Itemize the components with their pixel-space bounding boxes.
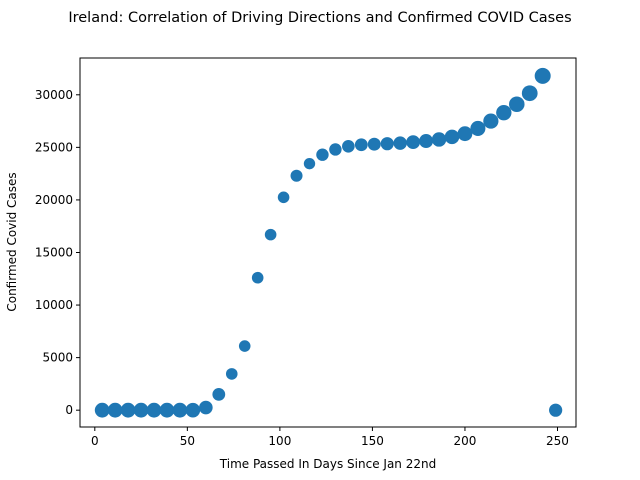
data-point bbox=[290, 169, 303, 182]
x-axis-ticks: 0 50 100 150 200 250 bbox=[91, 427, 569, 448]
x-tick-label: 50 bbox=[180, 434, 195, 448]
x-tick-label: 150 bbox=[361, 434, 384, 448]
y-tick-label: 15000 bbox=[35, 245, 73, 259]
x-tick-label: 100 bbox=[268, 434, 291, 448]
data-point bbox=[342, 139, 355, 153]
y-axis-label: Confirmed Covid Cases bbox=[5, 172, 19, 311]
data-point bbox=[146, 402, 162, 418]
data-point bbox=[393, 136, 407, 150]
data-point bbox=[277, 191, 290, 204]
data-point bbox=[107, 402, 123, 418]
data-point bbox=[212, 388, 226, 401]
data-point bbox=[549, 403, 563, 417]
data-point bbox=[225, 368, 238, 380]
x-tick-label: 200 bbox=[454, 434, 477, 448]
data-point bbox=[534, 67, 551, 84]
data-point bbox=[94, 402, 110, 418]
x-axis-label: Time Passed In Days Since Jan 22nd bbox=[219, 457, 436, 471]
x-tick-label: 0 bbox=[91, 434, 99, 448]
data-point bbox=[185, 402, 201, 418]
data-point bbox=[159, 402, 175, 418]
y-tick-label: 20000 bbox=[35, 193, 73, 207]
data-point bbox=[133, 402, 149, 418]
data-point bbox=[238, 340, 251, 352]
data-point bbox=[457, 126, 473, 142]
data-point bbox=[199, 400, 213, 415]
data-point bbox=[509, 96, 525, 113]
data-point bbox=[316, 148, 329, 161]
data-point bbox=[470, 120, 486, 136]
y-tick-label: 25000 bbox=[35, 140, 73, 154]
data-point bbox=[496, 104, 512, 121]
data-point bbox=[406, 135, 421, 149]
plot-frame bbox=[79, 57, 577, 428]
y-tick-label: 5000 bbox=[42, 351, 73, 365]
data-point bbox=[303, 157, 316, 170]
data-point bbox=[431, 132, 447, 147]
data-point bbox=[380, 137, 394, 151]
y-axis-ticks: 0 5000 10000 15000 20000 25000 30000 bbox=[35, 88, 80, 417]
y-tick-label: 10000 bbox=[35, 298, 73, 312]
y-tick-label: 0 bbox=[65, 403, 73, 417]
data-point bbox=[120, 402, 136, 418]
data-point bbox=[329, 143, 342, 156]
data-point bbox=[264, 228, 277, 241]
x-tick-label: 250 bbox=[546, 434, 569, 448]
data-point bbox=[419, 134, 434, 149]
chart-title: Ireland: Correlation of Driving Directio… bbox=[68, 10, 571, 26]
data-point bbox=[354, 138, 368, 152]
data-point bbox=[172, 402, 188, 418]
data-point bbox=[483, 113, 499, 129]
data-point bbox=[521, 85, 538, 102]
data-point bbox=[444, 129, 460, 145]
data-point bbox=[251, 271, 264, 284]
y-tick-label: 30000 bbox=[35, 88, 73, 102]
data-point bbox=[367, 137, 381, 151]
plot-marks bbox=[94, 67, 563, 418]
